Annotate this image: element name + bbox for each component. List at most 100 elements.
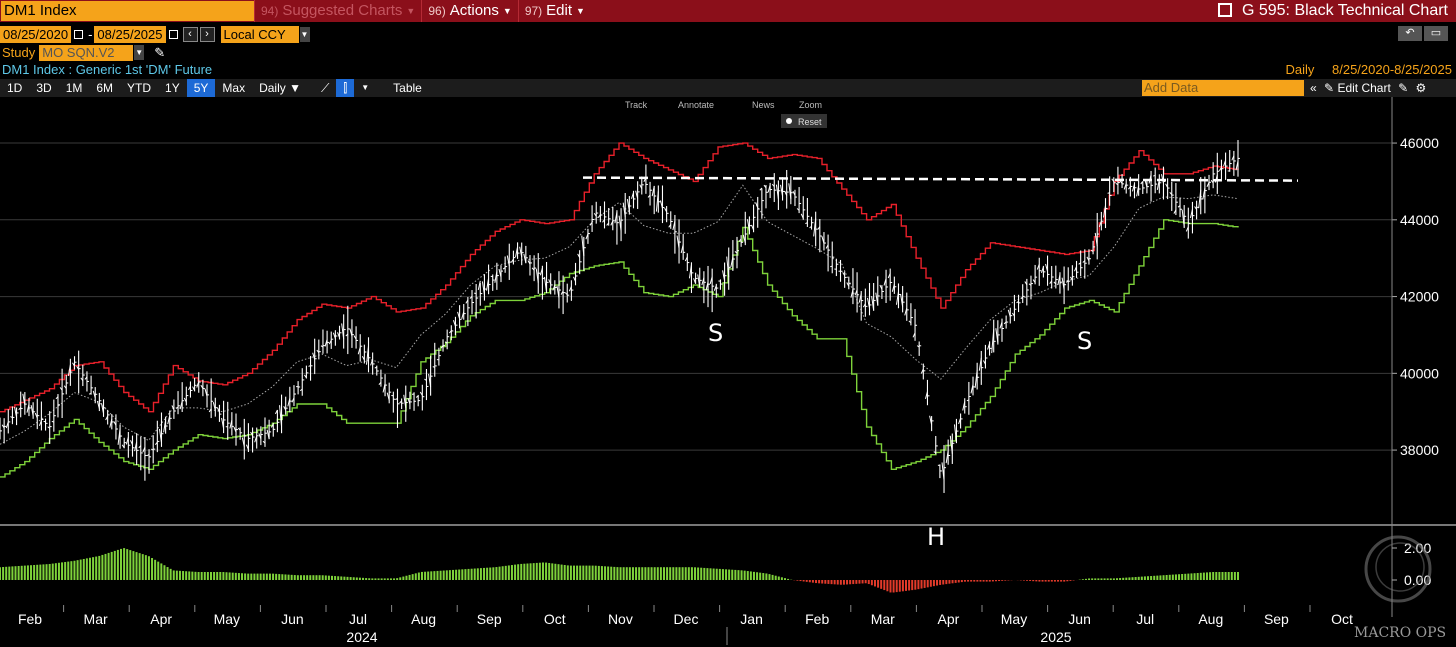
reset-button-bg[interactable] [781, 114, 827, 128]
price-bar-open [1169, 191, 1173, 195]
price-bar-open [1111, 178, 1115, 182]
undo-icon[interactable]: ↶ [1398, 26, 1422, 41]
timeframe-6m[interactable]: 6M [96, 81, 114, 95]
price-bar-open [1132, 183, 1135, 192]
price-bar [96, 392, 102, 412]
price-bar [784, 170, 789, 209]
price-bar-open [506, 255, 510, 266]
bar-chart-icon[interactable]: ⫿ [336, 79, 355, 97]
price-bar-open [573, 276, 576, 282]
price-bar-open [805, 222, 808, 225]
price-bar [1148, 170, 1154, 202]
price-bar [1140, 181, 1145, 195]
x-axis: Feb Mar Apr May Jun Jul Aug Sep Oct Nov Dec Jan Feb M… [18, 605, 1353, 645]
price-bar [805, 197, 810, 227]
currency-select[interactable]: Local CCY [220, 25, 299, 43]
price-bar-open [742, 234, 746, 243]
watermark-circle-inner [1375, 542, 1425, 592]
timeframe-ytd[interactable]: YTD [127, 81, 152, 95]
start-date-field[interactable]: 08/25/2020 [0, 25, 72, 43]
table-button[interactable]: Table [393, 81, 422, 95]
price-bar-open [1153, 174, 1156, 177]
suggested-charts-menu[interactable]: 94) Suggested Charts ▼ [254, 0, 421, 22]
price-bar [171, 399, 176, 419]
price-bar [577, 250, 582, 275]
timeframe-3d[interactable]: 3D [36, 81, 52, 95]
track-tool[interactable]: Track [625, 100, 648, 110]
price-bar-open [208, 408, 212, 413]
news-tool[interactable]: News [752, 100, 775, 110]
annotate-tool[interactable]: Annotate [678, 100, 714, 110]
price-bar-open [775, 184, 779, 199]
price-bar-open [999, 321, 1003, 329]
price-bar-open [510, 258, 514, 263]
add-data-input[interactable]: Add Data [1142, 80, 1304, 96]
reset-button[interactable]: Reset [798, 117, 822, 127]
pattern-label: H [927, 523, 945, 551]
edit-icon[interactable]: ✎ [1398, 81, 1409, 95]
study-field[interactable]: MO SQN.V2 [39, 44, 134, 61]
chevron-right-icon[interactable]: › [199, 26, 215, 42]
price-bar-open [395, 398, 398, 400]
price-bar [1074, 260, 1079, 278]
price-bar [817, 218, 822, 253]
collapse-icon[interactable]: « [1310, 81, 1317, 95]
price-bar [34, 398, 40, 430]
price-bar-open [581, 235, 585, 257]
chevron-left-icon[interactable]: ‹ [182, 26, 198, 42]
edit-menu[interactable]: 97) Edit ▼ [517, 0, 591, 22]
price-bar [378, 369, 383, 387]
price-bar [1, 418, 7, 444]
timeframe-1y[interactable]: 1Y [165, 81, 180, 95]
period-select[interactable]: Daily ▼ [252, 79, 308, 97]
gear-icon[interactable]: ⚙ [1415, 81, 1427, 95]
x-tick-label: Sep [477, 611, 502, 627]
price-bar-open [1235, 160, 1239, 171]
external-link-icon[interactable] [1217, 3, 1232, 17]
price-bar-open [949, 435, 953, 454]
timeframe-1d[interactable]: 1D [7, 81, 23, 95]
price-bar [208, 378, 214, 419]
price-bar-open [618, 215, 622, 232]
price-bar-open [1036, 264, 1040, 270]
zoom-tool[interactable]: Zoom [799, 100, 822, 110]
pencil-icon[interactable]: ✎ [154, 44, 166, 60]
price-bar [386, 382, 392, 404]
actions-menu[interactable]: 96) Actions ▼ [421, 0, 517, 22]
ticker-input[interactable]: DM1 Index [1, 1, 254, 21]
price-bar [544, 261, 549, 294]
price-bar-open [1123, 183, 1127, 190]
price-bar-open [846, 282, 850, 287]
price-bar-open [47, 426, 50, 429]
chevron-down-icon[interactable]: ▼ [299, 26, 310, 42]
price-bar [982, 344, 988, 369]
timeframe-5y[interactable]: 5Y [186, 79, 216, 97]
chevron-down-icon[interactable]: ▼ [134, 45, 145, 60]
line-chart-icon[interactable]: ⟋ [320, 81, 330, 95]
price-bar [635, 181, 640, 209]
price-bar [713, 283, 719, 298]
pencil-icon[interactable]: ✎ [1324, 81, 1335, 95]
price-chart[interactable]: Track Annotate News Zoom Reset S H S 46000… [0, 97, 1456, 647]
price-bar [830, 241, 835, 274]
timeframe-1m[interactable]: 1M [65, 81, 83, 95]
calendar-icon[interactable] [168, 29, 178, 39]
price-bar [474, 283, 479, 319]
end-date-field[interactable]: 08/25/2025 [94, 25, 166, 43]
price-bar [606, 208, 611, 226]
chevron-down-icon[interactable]: ▼ [361, 83, 370, 92]
timeframe-max[interactable]: Max [222, 81, 246, 95]
price-bar [751, 204, 756, 233]
window-icon[interactable]: ▭ [1424, 26, 1448, 41]
price-bar [150, 435, 156, 464]
calendar-icon[interactable] [74, 29, 84, 39]
price-bar [1045, 255, 1050, 286]
x-tick-label: Jun [281, 611, 304, 627]
price-bar-open [991, 329, 995, 354]
price-bar-open [30, 405, 34, 416]
edit-chart-button[interactable]: Edit Chart [1337, 81, 1391, 95]
price-bar [904, 292, 909, 321]
price-bar-open [374, 366, 378, 369]
annotations: S H S [582, 176, 1299, 551]
price-bar [1007, 307, 1013, 324]
